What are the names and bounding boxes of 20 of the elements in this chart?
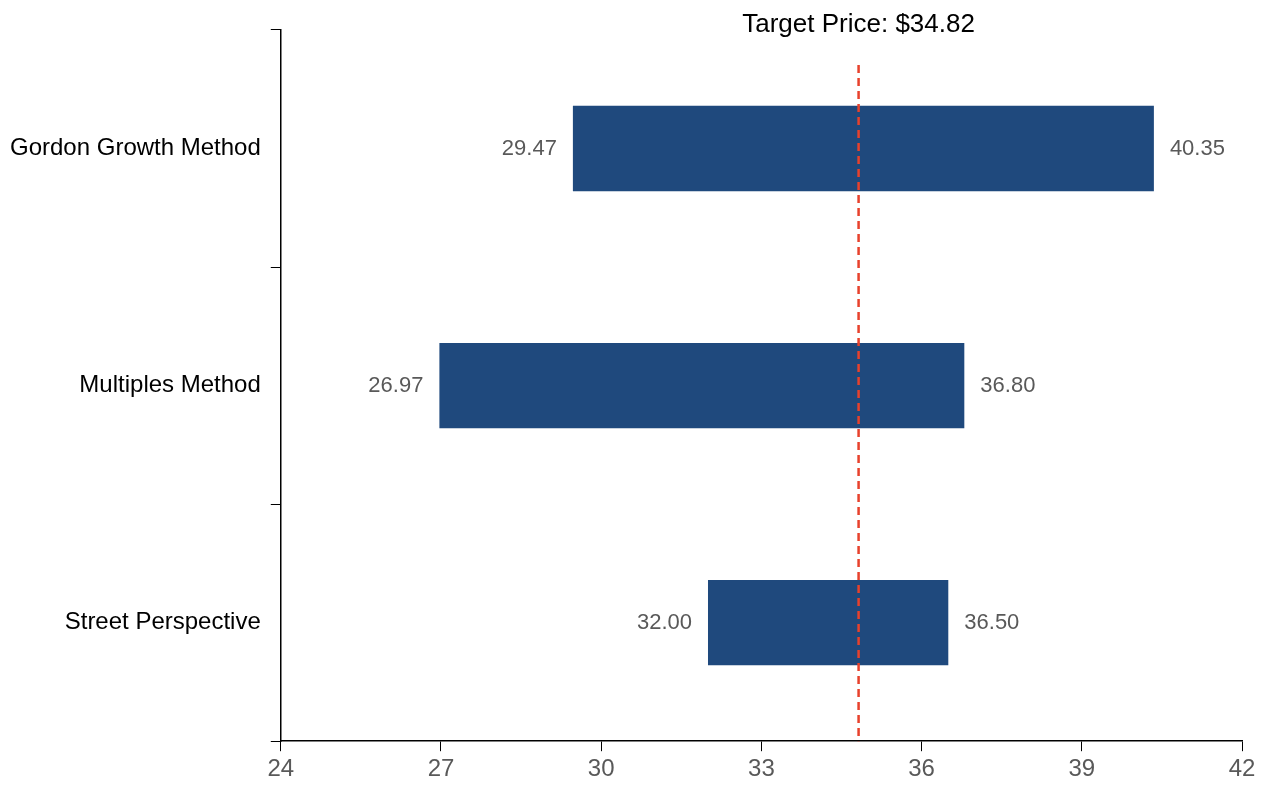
- y-tick-label: Street Perspective: [64, 607, 261, 635]
- x-tick-label: 30: [587, 754, 615, 782]
- x-tick-label: 24: [267, 754, 295, 782]
- bar: [708, 580, 949, 666]
- y-tick-label: Gordon Growth Method: [10, 133, 261, 161]
- annotation: 32.00: [636, 608, 692, 634]
- x-tick-label: 42: [1228, 754, 1256, 782]
- bar: [439, 342, 965, 429]
- data-label: 36.80: [980, 371, 1036, 397]
- y-tick-label: Multiples Method: [79, 370, 261, 398]
- x-tick-label: 33: [748, 754, 775, 782]
- annotation: 26.97: [368, 371, 424, 397]
- data-label: 40.35: [1169, 134, 1225, 160]
- x-tick-label: 27: [427, 754, 455, 782]
- bar: [572, 105, 1154, 192]
- x-tick-label: 39: [1068, 754, 1096, 782]
- x-tick-label: 36: [908, 754, 935, 782]
- annotation: 29.47: [501, 134, 557, 160]
- data-label: 36.50: [964, 608, 1020, 634]
- ref-line-label: Target Price: $34.82: [742, 8, 975, 39]
